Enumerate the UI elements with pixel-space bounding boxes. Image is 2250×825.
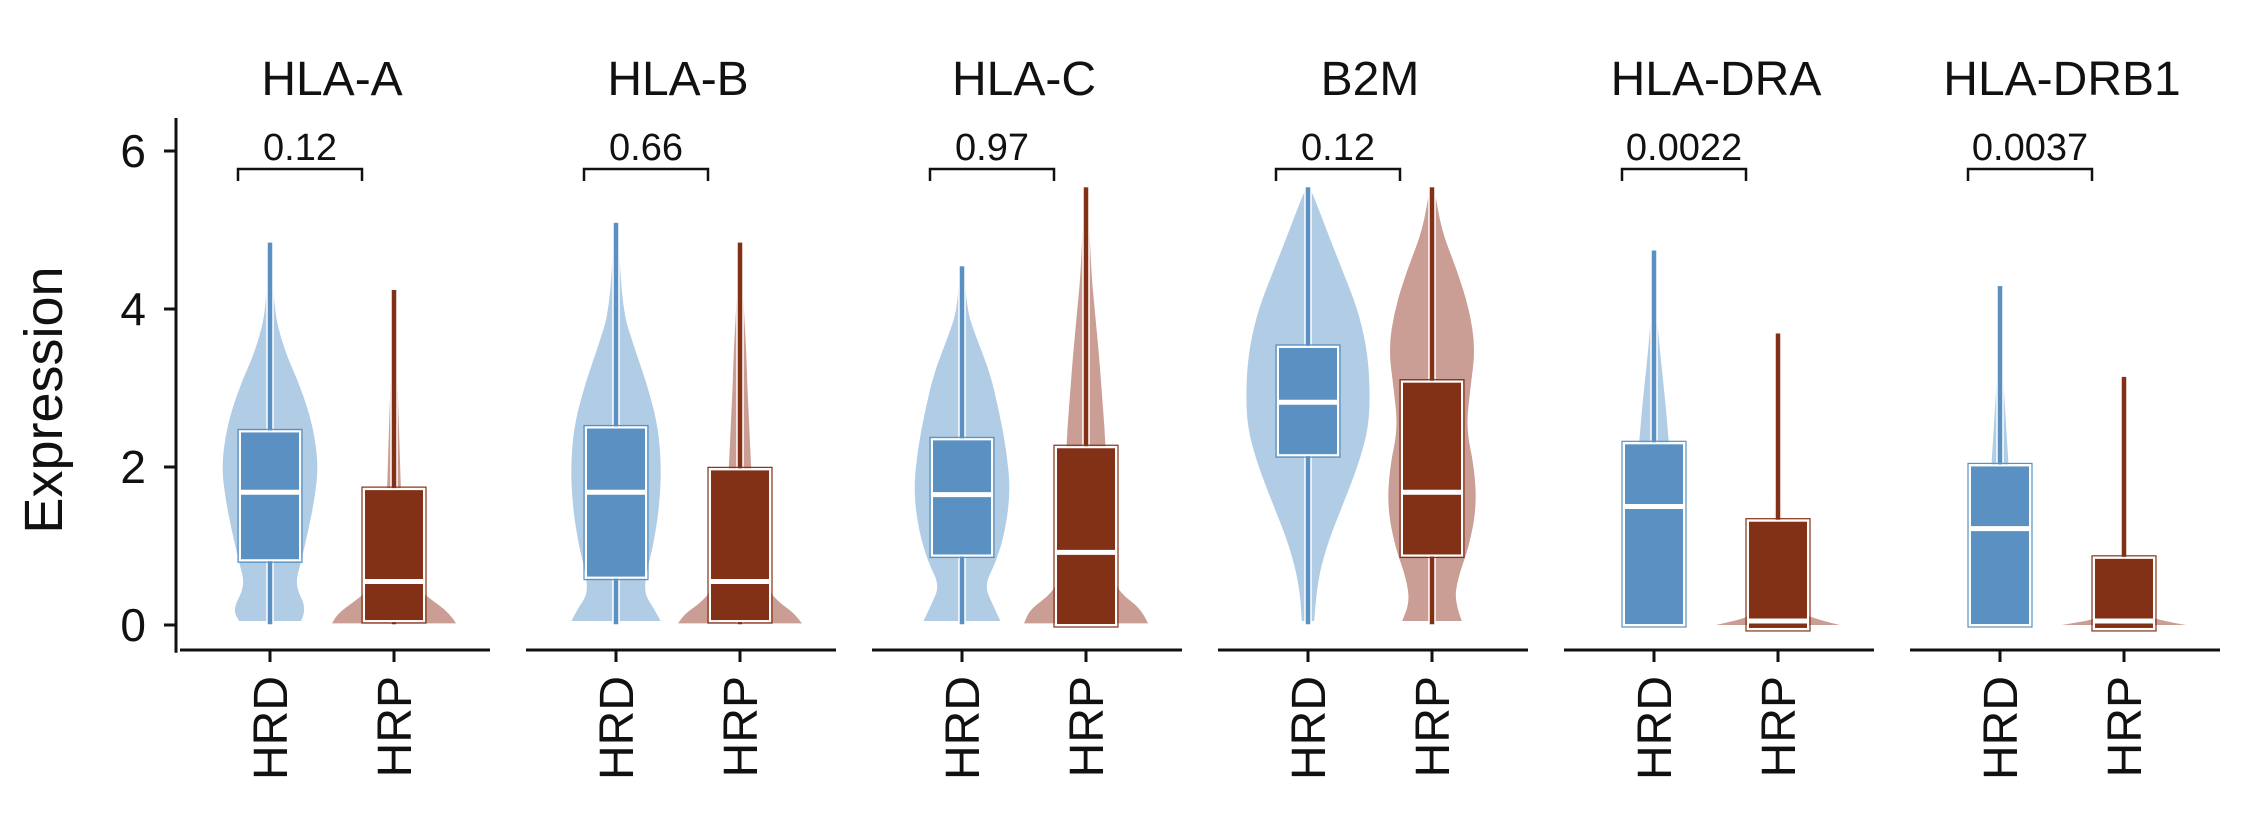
hrp-box — [709, 468, 771, 623]
hrd-box — [931, 438, 993, 557]
p-value-label: 0.0022 — [1626, 127, 1742, 169]
panel-hla-dra: HLA-DRA HRD HRP 0.0022 — [1564, 53, 1874, 780]
hrp-box — [1747, 519, 1809, 630]
panel-hla-a: HLA-A HRD HRP 0.12 — [180, 53, 490, 780]
hrp-x-label: HRP — [715, 676, 768, 777]
hrp-group: HRP — [2062, 375, 2186, 777]
significance-bracket: 0.0022 — [1620, 127, 1748, 181]
hrd-group: HRD — [1246, 185, 1370, 780]
hrd-box — [1623, 442, 1685, 626]
panel-title: HLA-A — [261, 53, 402, 106]
panel-title: HLA-DRA — [1611, 53, 1822, 106]
panel-title: HLA-DRB1 — [1943, 53, 2180, 106]
bracket-line — [1966, 167, 2094, 181]
y-tick-label-2: 2 — [120, 441, 146, 493]
panels: HLA-A HRD HRP 0.12 HLA-B HRD HRP 0.66 HLA-C HRD HR… — [180, 53, 2220, 780]
hrd-group: HRD — [914, 264, 1010, 780]
hrd-group: HRD — [571, 221, 661, 780]
hrd-x-label: HRD — [1629, 676, 1682, 780]
hrd-group: HRD — [1967, 284, 2033, 780]
hrp-box-outline — [1053, 444, 1119, 628]
hrd-box — [1969, 464, 2031, 627]
y-tick-label-6: 6 — [120, 125, 146, 177]
hrp-box-outline — [1745, 518, 1811, 632]
panel-hla-c: HLA-C HRD HRP 0.97 — [872, 53, 1182, 780]
hrd-group: HRD — [1621, 249, 1687, 780]
hrd-x-label: HRD — [1283, 676, 1336, 780]
hrp-group: HRP — [332, 288, 456, 777]
hrd-x-label: HRD — [245, 676, 298, 780]
hrp-x-label: HRP — [1061, 676, 1114, 777]
panel-hla-b: HLA-B HRD HRP 0.66 — [526, 53, 836, 780]
hrp-group: HRP — [1024, 185, 1148, 777]
bracket-line — [928, 167, 1056, 181]
hrp-box — [2093, 556, 2155, 630]
p-value-label: 0.97 — [955, 127, 1029, 169]
p-value-label: 0.12 — [263, 127, 337, 169]
hrd-x-label: HRD — [937, 676, 990, 780]
hrd-whisker — [612, 221, 620, 626]
significance-bracket: 0.0037 — [1966, 127, 2094, 181]
hrd-group: HRD — [222, 241, 318, 780]
hrp-whisker — [390, 288, 398, 626]
panel-title: HLA-B — [607, 53, 748, 106]
hrd-box — [585, 426, 647, 579]
hrp-x-label: HRP — [1407, 676, 1460, 777]
hrp-x-label: HRP — [1753, 676, 1806, 777]
hrp-box-outline — [707, 466, 773, 624]
hrp-box — [1055, 446, 1117, 626]
bracket-line — [582, 167, 710, 181]
significance-bracket: 0.97 — [928, 127, 1056, 181]
hrp-box — [363, 488, 425, 623]
hrd-box-outline — [929, 436, 995, 559]
hrd-box-outline — [1275, 344, 1341, 458]
significance-bracket: 0.12 — [1274, 127, 1402, 181]
y-tick-label-4: 4 — [120, 283, 146, 335]
significance-bracket: 0.12 — [236, 127, 364, 181]
hrp-box-outline — [1399, 379, 1465, 559]
panel-hla-drb1: HLA-DRB1 HRD HRP 0.0037 — [1910, 53, 2220, 780]
hrp-x-label: HRP — [369, 676, 422, 777]
bracket-line — [1620, 167, 1748, 181]
hrd-x-label: HRD — [591, 676, 644, 780]
panel-b2m: B2M HRD HRP 0.12 — [1218, 53, 1528, 780]
hrp-box-outline — [2091, 555, 2157, 632]
hrd-box-outline — [1621, 440, 1687, 628]
hrp-box — [1401, 380, 1463, 557]
panel-title: B2M — [1321, 53, 1420, 106]
hrd-box-outline — [583, 424, 649, 581]
hrp-box-outline — [361, 486, 427, 624]
hrp-group: HRP — [1716, 331, 1840, 777]
bracket-line — [236, 167, 364, 181]
p-value-label: 0.0037 — [1972, 127, 2088, 169]
y-axis-label: Expression — [14, 266, 74, 533]
hrp-group: HRP — [678, 241, 802, 777]
bracket-line — [1274, 167, 1402, 181]
y-tick-label-0: 0 — [120, 599, 146, 651]
hrp-x-label: HRP — [2099, 676, 2152, 777]
significance-bracket: 0.66 — [582, 127, 710, 181]
hrd-box-outline — [237, 428, 303, 563]
hrp-group: HRP — [1388, 185, 1476, 777]
hrp-whisker — [736, 241, 744, 626]
y-axis: 0 2 4 6 — [120, 118, 178, 653]
hrd-box — [239, 430, 301, 562]
p-value-label: 0.66 — [609, 127, 683, 169]
panel-title: HLA-C — [952, 53, 1096, 106]
hrd-box-outline — [1967, 462, 2033, 628]
hrd-x-label: HRD — [1975, 676, 2028, 780]
p-value-label: 0.12 — [1301, 127, 1375, 169]
